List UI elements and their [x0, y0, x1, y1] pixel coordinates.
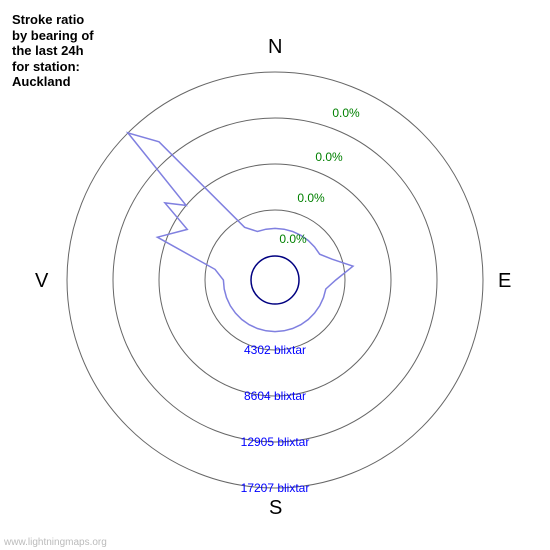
- attribution-text: www.lightningmaps.org: [4, 537, 107, 548]
- cardinal-w: V: [35, 270, 48, 293]
- distance-label-0: 4302 blixtar: [244, 343, 306, 357]
- ring-1: [205, 210, 345, 350]
- percent-label-0: 0.0%: [332, 106, 359, 120]
- polar-chart-container: Stroke ratio by bearing of the last 24h …: [0, 0, 550, 550]
- cardinal-e: E: [498, 270, 511, 293]
- distance-label-1: 8604 blixtar: [244, 389, 306, 403]
- cardinal-s: S: [269, 497, 282, 520]
- chart-title: Stroke ratio by bearing of the last 24h …: [12, 12, 94, 90]
- distance-label-3: 17207 blixtar: [241, 481, 310, 495]
- percent-label-2: 0.0%: [297, 191, 324, 205]
- distance-label-2: 12905 blixtar: [241, 435, 310, 449]
- percent-label-3: 0.0%: [279, 232, 306, 246]
- ring-2: [159, 164, 391, 396]
- ring-0: [251, 256, 299, 304]
- cardinal-n: N: [268, 36, 282, 59]
- percent-label-1: 0.0%: [315, 150, 342, 164]
